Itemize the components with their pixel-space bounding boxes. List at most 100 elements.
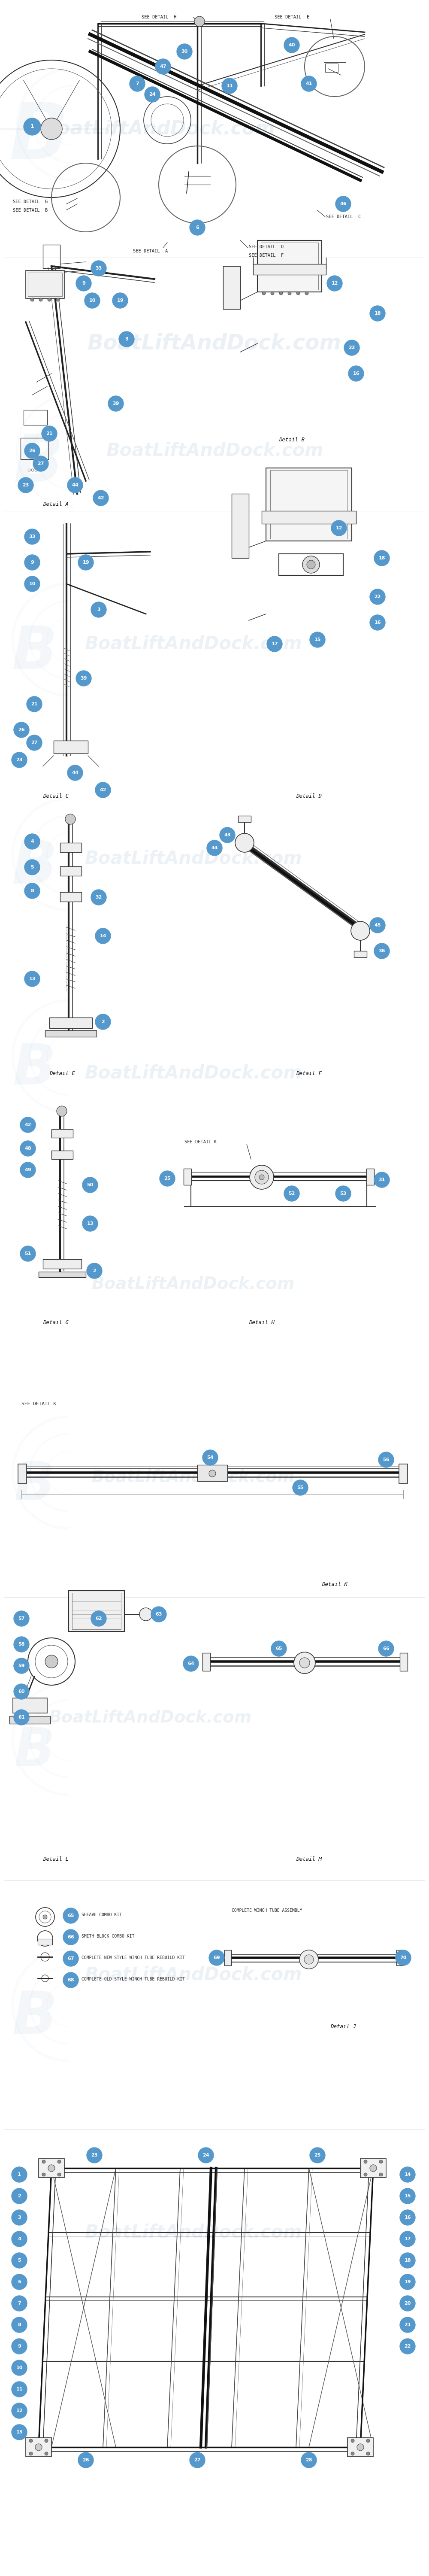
Circle shape — [255, 1170, 269, 1185]
Circle shape — [351, 2452, 354, 2455]
Bar — [38, 1940, 52, 1945]
Text: 58: 58 — [18, 1643, 25, 1646]
Bar — [261, 242, 318, 291]
Text: 23: 23 — [22, 484, 29, 487]
Text: 7: 7 — [136, 82, 139, 85]
Circle shape — [12, 2295, 27, 2311]
Circle shape — [400, 2210, 415, 2226]
Text: B: B — [9, 100, 68, 175]
Text: 18: 18 — [374, 312, 381, 317]
Circle shape — [202, 1450, 218, 1466]
Circle shape — [235, 835, 254, 853]
Text: Detail H: Detail H — [249, 1319, 275, 1324]
Circle shape — [48, 2164, 55, 2172]
Bar — [72, 1592, 121, 1631]
Text: 33: 33 — [95, 265, 102, 270]
Bar — [69, 1589, 124, 1631]
Text: 2: 2 — [101, 1020, 105, 1025]
Circle shape — [271, 291, 274, 296]
Text: 19: 19 — [404, 2280, 411, 2285]
Text: B: B — [13, 1041, 56, 1097]
Circle shape — [370, 307, 385, 322]
Circle shape — [12, 2360, 27, 2375]
Text: COMPLETE OLD STYLE WINCH TUBE REBUILD KIT: COMPLETE OLD STYLE WINCH TUBE REBUILD KI… — [82, 1978, 185, 1981]
Bar — [354, 951, 367, 958]
Circle shape — [87, 1262, 102, 1278]
Text: Detail F: Detail F — [296, 1072, 322, 1077]
Circle shape — [57, 2159, 61, 2164]
Text: 23: 23 — [16, 757, 23, 762]
Text: Detail K: Detail K — [322, 1582, 347, 1587]
Text: 14: 14 — [100, 935, 106, 938]
Text: 70: 70 — [400, 1955, 407, 1960]
Text: B: B — [14, 433, 63, 495]
Circle shape — [250, 1164, 274, 1190]
Bar — [54, 742, 88, 752]
Circle shape — [370, 2164, 377, 2172]
Text: BoatLiftAndDock.com: BoatLiftAndDock.com — [85, 850, 302, 868]
Circle shape — [364, 2174, 367, 2177]
Circle shape — [366, 2452, 370, 2455]
Circle shape — [294, 1651, 315, 1674]
Circle shape — [327, 276, 342, 291]
Text: 49: 49 — [24, 1167, 31, 1172]
Circle shape — [24, 554, 40, 569]
Circle shape — [209, 1950, 224, 1965]
Text: SHEAVE COMBO KIT: SHEAVE COMBO KIT — [82, 1911, 122, 1917]
Circle shape — [190, 219, 205, 234]
Circle shape — [374, 551, 390, 567]
Text: 27: 27 — [37, 461, 44, 466]
Text: B: B — [12, 1989, 57, 2048]
Bar — [238, 817, 251, 822]
Text: 26: 26 — [82, 2458, 89, 2463]
Circle shape — [374, 1172, 390, 1188]
Circle shape — [14, 1710, 29, 1726]
Text: Detail E: Detail E — [49, 1072, 75, 1077]
Circle shape — [379, 2159, 383, 2164]
Text: 16: 16 — [374, 621, 381, 626]
Circle shape — [151, 1607, 166, 1623]
Text: SEE DETAIL  E: SEE DETAIL E — [275, 15, 309, 21]
Text: 10: 10 — [16, 2365, 23, 2370]
Circle shape — [378, 1453, 394, 1468]
Circle shape — [42, 2159, 45, 2164]
Text: 8: 8 — [30, 889, 34, 894]
Bar — [184, 1170, 191, 1185]
Text: 12: 12 — [331, 281, 338, 286]
Circle shape — [310, 2148, 325, 2164]
Text: 19: 19 — [82, 562, 89, 564]
Text: 1: 1 — [18, 2172, 21, 2177]
Circle shape — [20, 1141, 36, 1157]
Text: BoatLiftAndDock.com: BoatLiftAndDock.com — [91, 1275, 295, 1293]
Bar — [60, 866, 82, 876]
Circle shape — [12, 2210, 27, 2226]
Text: SMITH BLOCK COMBO KIT: SMITH BLOCK COMBO KIT — [82, 1935, 134, 1937]
Circle shape — [400, 2166, 415, 2182]
Bar — [366, 1170, 374, 1185]
Bar — [360, 2159, 386, 2177]
Circle shape — [76, 670, 91, 685]
Circle shape — [29, 2452, 33, 2455]
Text: BoatLiftAndDock.com: BoatLiftAndDock.com — [85, 2223, 302, 2241]
Text: SEE DETAIL K: SEE DETAIL K — [21, 1401, 56, 1406]
Text: 45: 45 — [374, 922, 381, 927]
Text: 5: 5 — [18, 2259, 21, 2262]
Circle shape — [364, 2159, 367, 2164]
Circle shape — [45, 1656, 58, 1669]
Circle shape — [56, 299, 60, 301]
Circle shape — [78, 554, 94, 569]
Circle shape — [183, 1656, 199, 1672]
Text: 50: 50 — [87, 1182, 94, 1188]
Bar — [202, 1654, 210, 1672]
Circle shape — [24, 884, 40, 899]
Text: 54: 54 — [207, 1455, 214, 1461]
Text: 26: 26 — [18, 726, 25, 732]
Circle shape — [12, 2339, 27, 2354]
Text: SEE DETAIL  C: SEE DETAIL C — [326, 214, 361, 219]
Bar — [28, 273, 62, 296]
Circle shape — [310, 631, 325, 647]
Circle shape — [30, 299, 34, 301]
Bar — [253, 265, 326, 276]
Circle shape — [139, 1607, 152, 1620]
Text: COMPLETE WINCH TUBE ASSEMBLY: COMPLETE WINCH TUBE ASSEMBLY — [232, 1909, 302, 1911]
